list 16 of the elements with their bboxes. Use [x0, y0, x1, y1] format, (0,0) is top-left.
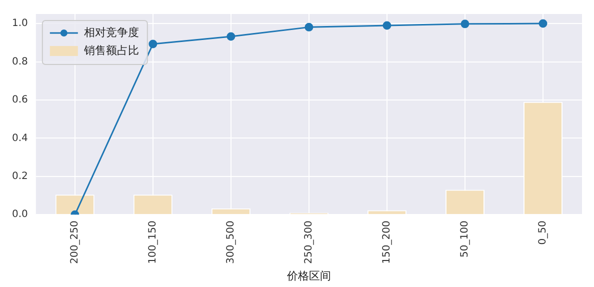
legend-label: 相对竞争度 [84, 26, 139, 39]
y-tick-label: 0.0 [12, 209, 28, 220]
y-tick-label: 1.0 [12, 18, 28, 30]
x-tick-label: 300_500 [226, 220, 237, 264]
x-tick-label: 250_300 [304, 220, 315, 264]
y-tick-label: 0.4 [12, 132, 28, 144]
x-axis-title: 价格区间 [286, 269, 331, 282]
y-tick-label: 0.8 [12, 56, 28, 68]
x-tick-label: 200_250 [70, 220, 81, 264]
y-tick-label: 0.6 [12, 94, 28, 106]
legend-label: 销售额占比 [82, 44, 139, 57]
x-tick-label: 150_200 [382, 220, 393, 264]
y-tick-label: 0.2 [12, 171, 28, 182]
x-tick-label: 100_150 [148, 220, 159, 264]
x-tick-label: 0_50 [538, 220, 549, 245]
x-tick-label: 50_100 [460, 220, 471, 258]
